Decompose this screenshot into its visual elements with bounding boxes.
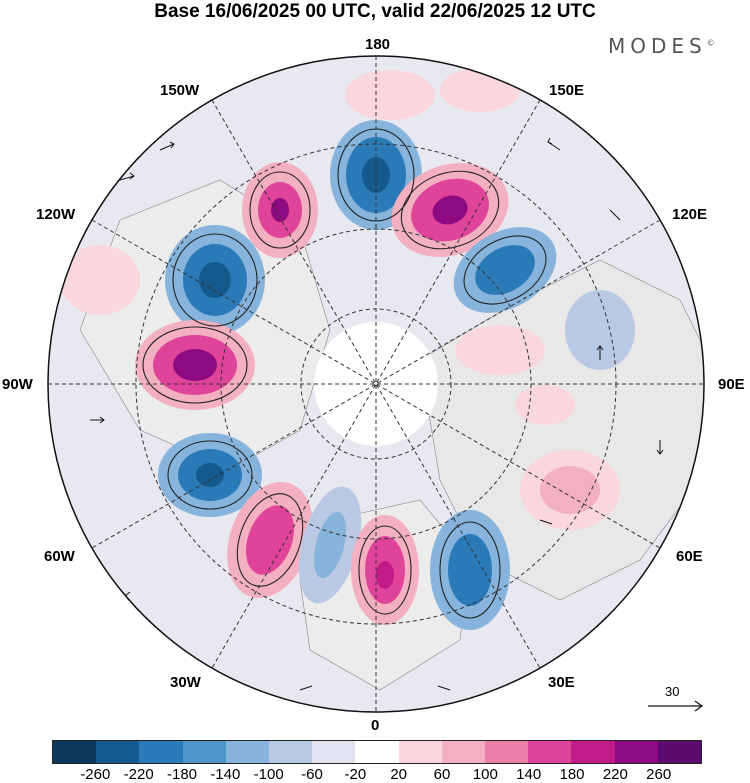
lon-label-60w: 60W (44, 548, 75, 565)
lon-label-90w: 90W (2, 376, 33, 393)
map-boundary (47, 55, 705, 713)
colorbar-swatch (355, 741, 399, 763)
lon-label-150w: 150W (160, 82, 200, 99)
lon-label-60e: 60E (676, 548, 703, 565)
lon-label-30w: 30W (170, 674, 201, 691)
colorbar-tick-label: -180 (166, 766, 198, 783)
colorbar-swatch (441, 741, 486, 763)
reference-vector-value: 30 (665, 684, 680, 699)
colorbar-swatch (269, 741, 313, 763)
colorbar-swatch (312, 741, 356, 763)
lon-label-120e: 120E (672, 206, 708, 223)
colorbar-tick-label: -260 (80, 766, 111, 783)
anomaly-field (48, 56, 704, 712)
anomaly-blobs (60, 68, 635, 630)
colorbar-swatch (398, 741, 442, 763)
lon-label-90e: 90E (718, 376, 745, 393)
colorbar-tick-label: 220 (602, 766, 628, 783)
arctic-center (314, 322, 438, 446)
colorbar-tick-label: 100 (472, 766, 498, 783)
colorbar-swatch (528, 741, 572, 763)
colorbar-tick-label: 260 (646, 766, 672, 783)
colorbar-swatch (182, 741, 226, 763)
colorbar-tick-label: 60 (433, 766, 451, 783)
colorbar-swatch (657, 741, 702, 763)
lon-label-0: 0 (371, 717, 380, 734)
colorbar-tick-label: 20 (390, 766, 407, 783)
colorbar-swatch (96, 741, 140, 763)
lon-label-30e: 30E (548, 674, 575, 691)
contour-lines (142, 128, 547, 619)
colorbar-tick-label: -100 (253, 766, 284, 783)
colorbar-swatch (225, 741, 270, 763)
colorbar (52, 740, 702, 764)
colorbar-tick-label: 180 (559, 766, 585, 783)
chart-title: Base 16/06/2025 00 UTC, valid 22/06/2025… (154, 1, 596, 22)
reference-vector-arrow (648, 700, 704, 712)
colorbar-swatch (614, 741, 658, 763)
modes-logo: MODES© (608, 34, 715, 58)
colorbar-tick-label: -220 (123, 766, 154, 783)
graticule (48, 56, 704, 712)
colorbar-swatch (571, 741, 615, 763)
colorbar-tick-label: 140 (516, 766, 542, 783)
lon-label-150e: 150E (549, 82, 585, 99)
colorbar-tick-label: -20 (344, 766, 367, 783)
lon-label-180: 180 (365, 36, 391, 53)
colorbar-swatch (485, 741, 529, 763)
colorbar-tick-label: -140 (210, 766, 241, 783)
lon-label-120w: 120W (36, 206, 76, 223)
colorbar-tick-label: -60 (301, 766, 323, 783)
colorbar-swatch (53, 741, 97, 763)
colorbar-swatch (139, 741, 183, 763)
